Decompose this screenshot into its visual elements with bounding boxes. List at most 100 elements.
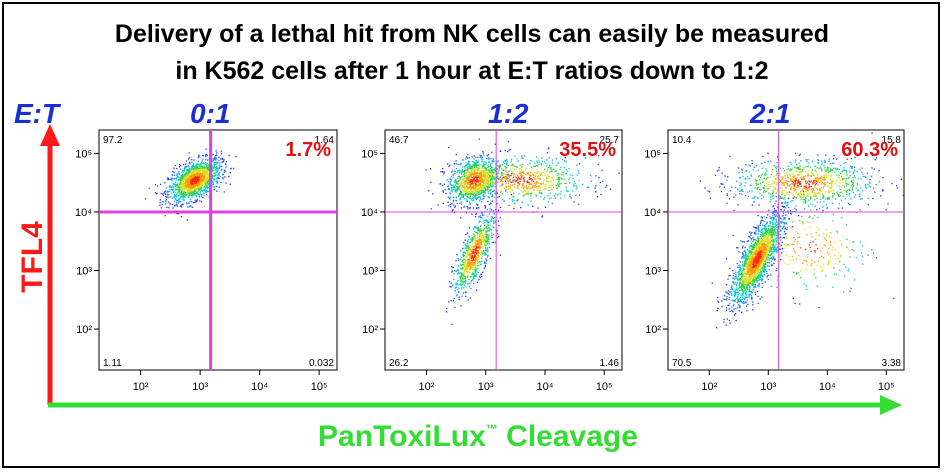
event-dot [540,192,542,195]
event-dot [224,176,226,178]
event-dot [542,215,544,217]
event-dot [449,183,451,185]
event-dot [741,190,743,192]
event-dot [469,181,472,183]
event-dot [475,198,478,201]
event-dot [216,177,218,179]
event-dot [467,162,469,165]
event-dot [464,165,466,168]
event-dot [763,196,765,198]
event-dot [808,162,810,164]
event-dot [529,175,531,177]
event-dot [459,188,461,190]
event-dot [480,273,482,275]
event-dot [510,181,513,184]
event-dot [459,163,462,166]
event-dot [878,170,880,172]
event-dot [750,239,752,241]
event-dot [485,226,487,228]
event-dot [469,176,471,178]
event-dot [750,245,752,248]
event-dot [474,194,476,197]
event-dot [578,163,581,165]
event-dot [181,180,183,183]
event-dot [843,169,845,171]
event-dot [767,225,769,227]
event-dot [786,228,788,231]
event-dot [743,250,745,253]
event-dot [524,189,526,191]
event-dot [458,296,460,298]
event-dot [478,255,480,257]
event-dot [485,231,487,233]
event-dot [480,228,482,230]
event-dot [206,181,208,183]
event-dot [195,192,198,194]
event-dot [481,184,484,186]
event-dot [488,161,490,163]
event-dot [733,314,736,316]
event-dot [470,184,472,186]
event-dot [223,191,225,193]
event-dot [482,252,484,255]
event-dot [475,274,477,276]
event-dot [539,178,541,180]
event-dot [535,156,538,158]
event-dot [440,171,442,173]
event-dot [475,187,477,190]
event-dot [469,197,471,199]
event-dot [165,198,167,201]
event-dot [177,198,180,200]
event-dot [449,192,451,194]
event-dot [771,221,774,224]
event-dot [214,174,216,176]
event-dot [595,175,597,177]
event-dot [743,256,745,259]
event-dot [215,158,217,160]
event-dot [459,193,461,195]
event-dot [573,185,575,187]
event-dot [468,174,470,176]
event-dot [741,171,743,174]
event-dot [857,189,859,191]
event-dot [159,201,161,204]
event-dot [505,182,507,184]
event-dot [170,192,172,194]
event-dot [196,188,199,190]
event-dot [496,184,498,187]
event-dot [203,192,205,194]
event-dot [534,186,536,188]
event-dot [547,174,549,176]
event-dot [473,258,475,261]
event-dot [517,179,519,181]
event-dot [441,184,444,187]
event-dot [183,173,185,176]
event-dot [468,188,470,190]
event-dot [193,172,196,174]
event-dot [217,176,220,179]
event-dot [172,191,175,193]
event-dot [714,174,717,176]
event-dot [467,178,469,180]
event-dot [496,196,499,199]
event-dot [806,160,808,162]
event-dot [496,202,498,205]
event-dot [514,168,516,171]
event-dot [485,250,488,252]
event-dot [475,289,478,291]
event-dot [443,171,446,173]
event-dot [176,173,178,175]
event-dot [737,247,739,249]
event-dot [476,237,478,239]
event-dot [455,167,458,170]
event-dot [476,268,478,270]
event-dot [852,171,855,174]
event-dot [479,182,482,185]
event-dot [472,196,474,199]
event-dot [842,195,845,197]
event-dot [216,152,218,154]
event-dot [772,252,774,254]
event-dot [491,174,493,176]
event-dot [550,171,552,173]
event-dot [746,248,748,251]
